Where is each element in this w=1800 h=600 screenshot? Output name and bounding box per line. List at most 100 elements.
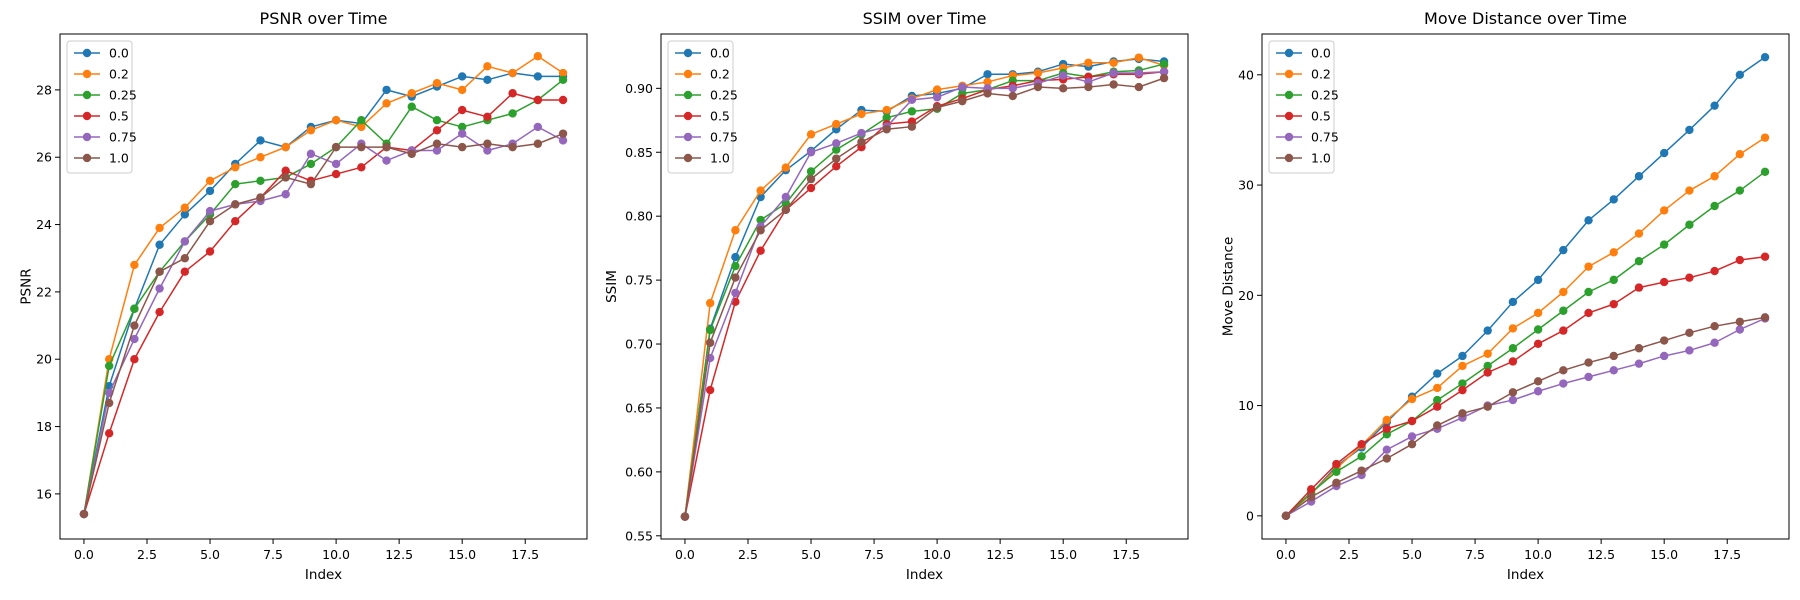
data-point — [1685, 273, 1694, 282]
y-axis-label: PSNR — [18, 268, 34, 304]
data-point — [1483, 402, 1492, 411]
data-point — [432, 126, 442, 135]
data-point — [806, 167, 816, 176]
data-point — [781, 199, 791, 208]
data-point — [558, 68, 568, 78]
axes-frame — [660, 33, 1189, 540]
data-point — [1634, 172, 1644, 181]
data-point — [1508, 344, 1518, 353]
data-point — [1109, 58, 1118, 67]
data-point — [806, 183, 816, 193]
data-point — [1584, 308, 1593, 318]
data-point — [806, 130, 816, 139]
data-point — [1760, 133, 1770, 142]
legend-marker — [82, 153, 92, 163]
data-point — [806, 174, 816, 184]
data-point — [1634, 359, 1644, 368]
data-point — [1332, 459, 1341, 469]
data-point — [180, 267, 190, 276]
legend-label: 0.0 — [109, 46, 129, 61]
data-point — [932, 85, 942, 94]
data-point — [508, 142, 517, 152]
x-tick-label: 12.5 — [385, 547, 413, 562]
x-tick-label: 17.5 — [511, 547, 539, 562]
legend-label: 0.5 — [710, 109, 730, 124]
data-point — [483, 139, 492, 148]
data-point — [1033, 68, 1043, 78]
data-point — [1760, 313, 1770, 322]
data-point — [1559, 287, 1568, 297]
data-point — [1508, 357, 1518, 366]
data-point — [882, 125, 891, 134]
data-point — [1685, 346, 1694, 355]
data-point — [281, 166, 290, 175]
x-tick-label: 12.5 — [1587, 547, 1615, 562]
legend-marker — [82, 90, 92, 100]
data-point — [281, 173, 290, 182]
legend-marker — [683, 48, 693, 58]
series-line-0.2 — [83, 55, 564, 515]
data-point — [382, 85, 391, 95]
legend-marker — [683, 153, 693, 163]
data-point — [1058, 71, 1068, 80]
data-point — [1357, 439, 1366, 449]
data-point — [533, 72, 543, 81]
data-point — [1134, 68, 1144, 78]
data-point — [1659, 240, 1669, 249]
data-point — [882, 113, 891, 122]
data-point — [1306, 485, 1316, 494]
data-point — [155, 223, 164, 233]
data-point — [857, 137, 866, 147]
legend-marker — [1284, 90, 1294, 100]
data-point — [1483, 349, 1492, 358]
data-point — [1458, 409, 1467, 418]
data-point — [357, 163, 366, 172]
data-point — [1533, 275, 1543, 285]
data-point — [357, 115, 366, 125]
data-point — [130, 355, 139, 364]
data-point — [756, 186, 765, 195]
data-point — [256, 193, 265, 202]
data-point — [1685, 328, 1694, 338]
data-point — [130, 304, 139, 313]
y-axis-label: Move Distance — [1220, 237, 1236, 337]
data-point — [104, 398, 114, 408]
data-point — [382, 156, 391, 165]
legend-label: 0.25 — [1311, 88, 1339, 103]
legend: 0.0 0.2 0.25 0.5 0.75 1.0 — [667, 40, 738, 174]
data-point — [457, 85, 467, 95]
legend-marker — [82, 111, 92, 121]
data-point — [1458, 361, 1467, 371]
data-point — [1609, 366, 1618, 375]
data-point — [907, 122, 917, 131]
data-point — [331, 142, 341, 152]
data-point — [756, 215, 765, 225]
data-point — [281, 142, 290, 152]
data-point — [382, 99, 391, 108]
data-point — [1634, 344, 1644, 353]
data-point — [483, 146, 492, 155]
legend-marker — [82, 69, 92, 79]
x-tick-label: 5.0 — [200, 547, 220, 562]
series-line-1.0 — [1285, 316, 1766, 517]
legend-marker — [683, 90, 693, 100]
data-point — [1533, 308, 1543, 318]
data-point — [483, 75, 492, 84]
data-point — [104, 361, 114, 371]
data-point — [1382, 415, 1392, 425]
data-point — [558, 136, 568, 145]
data-point — [1659, 206, 1669, 215]
series-line-0.75 — [83, 126, 564, 515]
x-tick-label: 7.5 — [263, 547, 283, 562]
data-point — [130, 321, 139, 330]
data-point — [457, 122, 467, 132]
data-point — [1084, 58, 1093, 67]
data-point — [155, 307, 164, 317]
data-point — [1357, 452, 1366, 461]
chart-title: PSNR over Time — [260, 9, 388, 28]
data-point — [1609, 195, 1618, 204]
data-point — [180, 210, 190, 219]
legend-label: 0.5 — [1311, 109, 1331, 124]
data-point — [533, 95, 543, 105]
x-tick-label: 17.5 — [1713, 547, 1741, 562]
